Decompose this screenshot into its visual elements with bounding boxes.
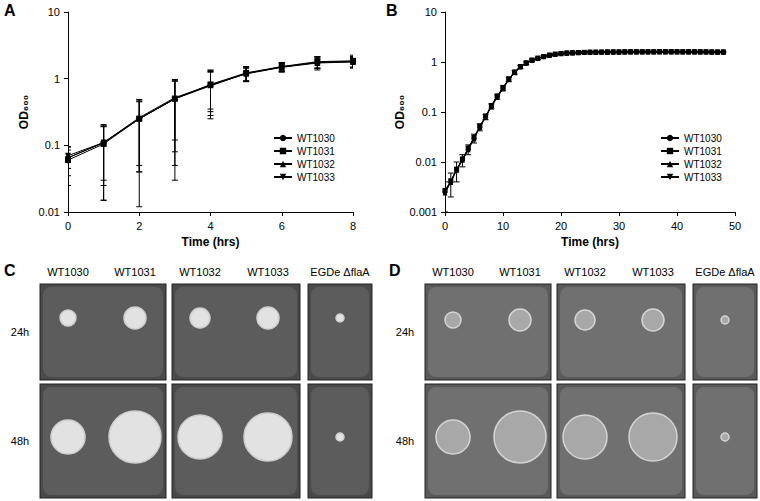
svg-text:24h: 24h (11, 326, 29, 338)
svg-text:1: 1 (431, 56, 437, 68)
svg-text:WT1030: WT1030 (47, 266, 89, 278)
svg-text:WT1030: WT1030 (432, 266, 474, 278)
svg-text:0: 0 (65, 220, 71, 232)
svg-text:0.01: 0.01 (416, 156, 437, 168)
svg-text:Time (hrs): Time (hrs) (182, 235, 240, 249)
svg-text:0: 0 (442, 220, 448, 232)
svg-text:OD₆₀₀: OD₆₀₀ (393, 95, 407, 129)
svg-text:1: 1 (54, 73, 60, 85)
svg-text:WT1031: WT1031 (499, 266, 541, 278)
svg-text:10: 10 (497, 220, 509, 232)
svg-text:48h: 48h (396, 435, 414, 447)
svg-text:30: 30 (613, 220, 625, 232)
svg-text:6: 6 (279, 220, 285, 232)
svg-text:D: D (389, 262, 401, 279)
svg-text:10: 10 (425, 6, 437, 18)
svg-text:WT1033: WT1033 (247, 266, 289, 278)
svg-text:24h: 24h (396, 326, 414, 338)
svg-text:WT1030: WT1030 (684, 133, 722, 144)
svg-text:EGDe ΔflaA: EGDe ΔflaA (695, 266, 755, 278)
svg-text:WT1032: WT1032 (297, 159, 335, 170)
svg-text:0.1: 0.1 (45, 139, 60, 151)
svg-text:WT1032: WT1032 (564, 266, 606, 278)
svg-text:8: 8 (350, 220, 356, 232)
svg-text:20: 20 (555, 220, 567, 232)
svg-text:0.1: 0.1 (422, 106, 437, 118)
svg-text:0.001: 0.001 (409, 206, 437, 218)
svg-text:40: 40 (671, 220, 683, 232)
svg-text:A: A (4, 2, 16, 19)
svg-text:B: B (386, 2, 398, 19)
svg-text:4: 4 (207, 220, 213, 232)
svg-text:WT1031: WT1031 (684, 146, 722, 157)
svg-text:WT1033: WT1033 (684, 172, 722, 183)
svg-text:10: 10 (48, 6, 60, 18)
svg-text:Time (hrs): Time (hrs) (561, 235, 619, 249)
svg-text:WT1031: WT1031 (297, 146, 335, 157)
svg-text:2: 2 (136, 220, 142, 232)
svg-text:WT1033: WT1033 (632, 266, 674, 278)
svg-text:WT1030: WT1030 (297, 133, 335, 144)
svg-text:WT1031: WT1031 (114, 266, 156, 278)
svg-text:C: C (4, 262, 16, 279)
svg-text:OD₆₀₀: OD₆₀₀ (17, 95, 31, 129)
svg-text:WT1033: WT1033 (297, 172, 335, 183)
svg-text:50: 50 (729, 220, 741, 232)
svg-text:0.01: 0.01 (39, 206, 60, 218)
svg-text:48h: 48h (11, 435, 29, 447)
svg-text:WT1032: WT1032 (179, 266, 221, 278)
svg-text:WT1032: WT1032 (684, 159, 722, 170)
svg-text:EGDe ΔflaA: EGDe ΔflaA (310, 266, 370, 278)
